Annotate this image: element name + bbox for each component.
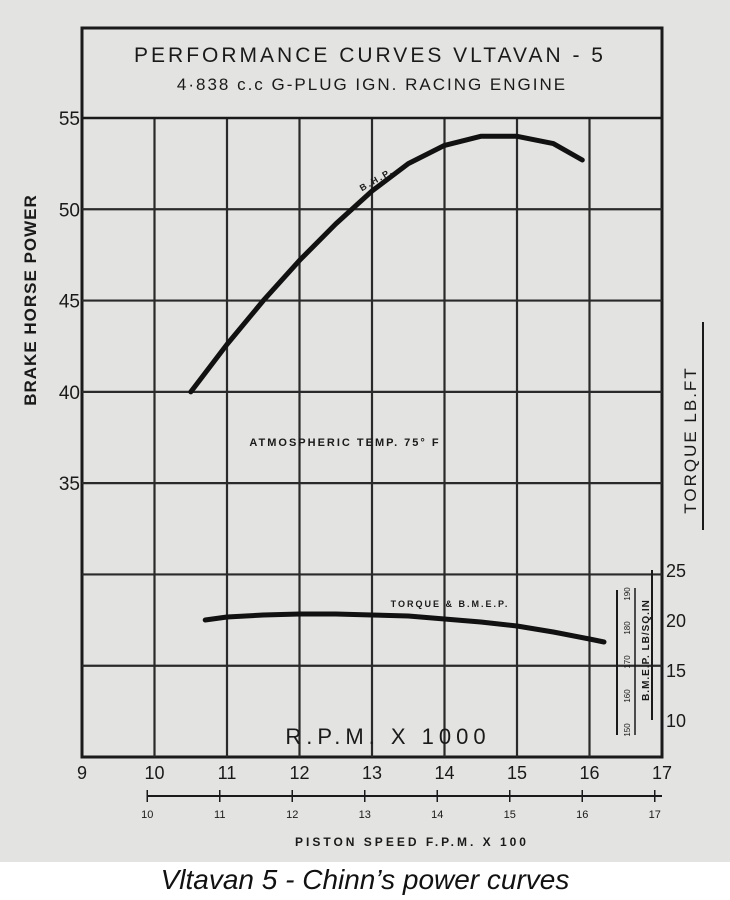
y-axis-label: BRAKE HORSE POWER: [21, 194, 40, 406]
x-tick-label: 15: [507, 763, 527, 783]
y2-tick-label: 10: [666, 711, 686, 731]
y2-tick-label: 15: [666, 661, 686, 681]
chart-title: PERFORMANCE CURVES VLTAVAN - 5: [134, 44, 606, 67]
y3-tick-label: 190: [623, 587, 632, 601]
x2-tick-label: 11: [214, 809, 225, 821]
chart-scan: PERFORMANCE CURVES VLTAVAN - 5 4·838 c.c…: [0, 0, 730, 862]
bhp-curve: [188, 133, 585, 395]
y-tick-label: 55: [59, 109, 80, 130]
chart-subtitle: 4·838 c.c G-PLUG IGN. RACING ENGINE: [177, 75, 567, 94]
figure-caption: Vltavan 5 - Chinn’s power curves: [160, 864, 570, 895]
annotation-text: ATMOSPHERIC TEMP. 75° F: [249, 437, 440, 449]
grid: [80, 26, 704, 802]
x2-tick-label: 14: [431, 809, 443, 821]
y2-axis-label: TORQUE LB.FT: [681, 366, 700, 513]
x-tick-label: 16: [579, 763, 599, 783]
x-tick-label: 11: [218, 763, 237, 783]
x2-tick-label: 13: [359, 809, 371, 821]
x2-tick-label: 17: [649, 809, 661, 821]
x-tick-label: 12: [289, 763, 309, 783]
x2-axis-label: PISTON SPEED F.P.M. X 100: [295, 835, 529, 849]
x-tick-label: 10: [144, 763, 164, 783]
x-tick-label: 9: [77, 763, 87, 783]
performance-chart: PERFORMANCE CURVES VLTAVAN - 5 4·838 c.c…: [21, 26, 704, 849]
y3-tick-label: 150: [623, 723, 632, 737]
torque-curve: [202, 611, 607, 645]
y-tick-label: 35: [59, 474, 80, 495]
x-tick-label: 14: [434, 763, 454, 783]
y-tick-label: 50: [59, 200, 80, 221]
curves: [188, 133, 607, 645]
y2-tick-label: 20: [666, 611, 686, 631]
x2-tick-label: 16: [576, 809, 588, 821]
y3-axis-label: B.M.E.P. LB/SQ.IN: [641, 599, 652, 701]
y2-tick-label: 25: [666, 561, 686, 581]
x2-tick-label: 12: [286, 809, 298, 821]
y-tick-label: 45: [59, 292, 80, 313]
x2-tick-label: 10: [141, 809, 153, 821]
y3-tick-label: 160: [623, 689, 632, 703]
y3-tick-label: 170: [623, 655, 632, 669]
labels: PERFORMANCE CURVES VLTAVAN - 5 4·838 c.c…: [21, 44, 700, 849]
y-tick-label: 40: [59, 383, 80, 404]
torque-series-label: TORQUE & B.M.E.P.: [391, 599, 510, 609]
y3-tick-label: 180: [623, 621, 632, 635]
x-axis-label: R.P.M. X 1000: [285, 724, 490, 749]
x-tick-label: 17: [652, 763, 672, 783]
x2-tick-label: 15: [504, 809, 516, 821]
x-tick-label: 13: [362, 763, 382, 783]
